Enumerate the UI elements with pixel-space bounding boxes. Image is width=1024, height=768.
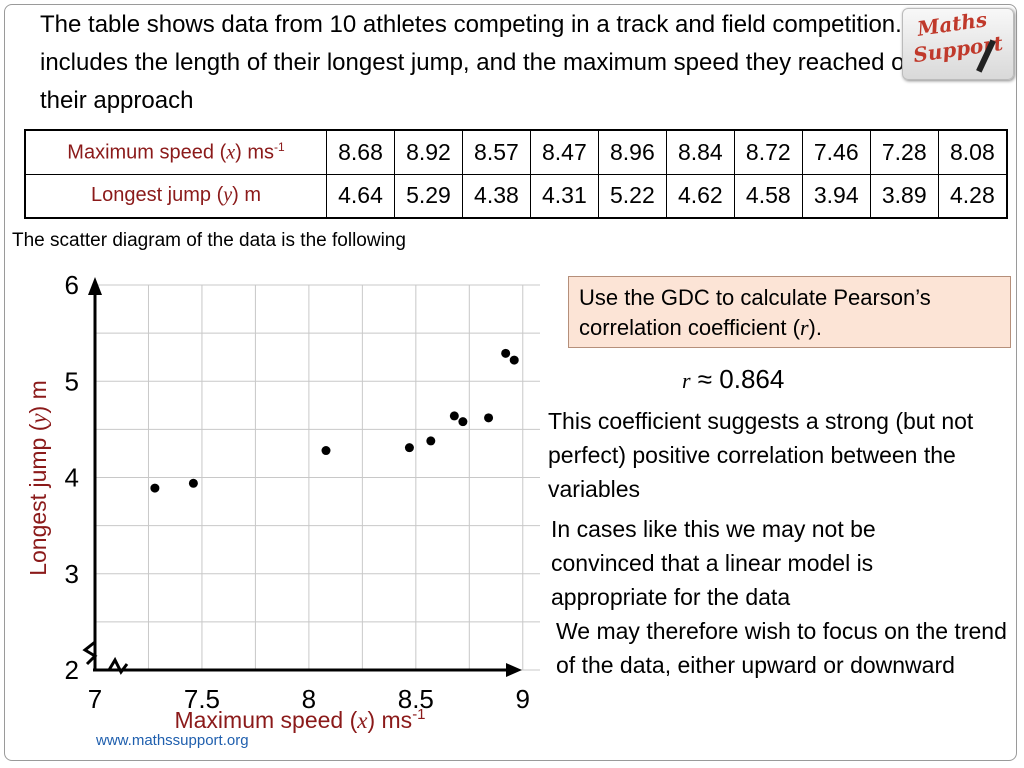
y-tick-label: 4 <box>65 463 79 493</box>
jump-cell: 5.22 <box>597 173 667 219</box>
jump-cell: 4.28 <box>937 173 1008 219</box>
x-tick-label: 9 <box>516 684 530 714</box>
speed-cell: 8.84 <box>665 129 735 175</box>
jump-cell: 3.94 <box>801 173 871 219</box>
x-tick-label: 8.5 <box>398 684 434 714</box>
y-tick-label: 6 <box>65 270 79 300</box>
jump-cell: 4.58 <box>733 173 803 219</box>
jump-cell: 4.31 <box>529 173 599 219</box>
data-point <box>449 411 459 421</box>
jump-cell: 4.64 <box>326 173 395 219</box>
data-point <box>426 436 436 446</box>
y-tick-label: 5 <box>65 366 79 396</box>
speed-cell: 8.68 <box>326 129 395 175</box>
y-axis-break <box>82 640 98 666</box>
speed-cell: 8.92 <box>393 129 463 175</box>
jump-cell: 4.62 <box>665 173 735 219</box>
gdc-instruction-box: Use the GDC to calculate Pearson’s corre… <box>568 276 1011 348</box>
scatter-intro-text: The scatter diagram of the data is the f… <box>12 230 406 251</box>
data-point <box>509 355 519 365</box>
slide-frame <box>4 4 1017 761</box>
chart-axes <box>82 277 522 677</box>
x-tick-label: 8 <box>302 684 316 714</box>
y-axis-arrow <box>88 277 102 295</box>
data-table: Maximum speed (x) ms-1 8.68 8.92 8.57 8.… <box>24 129 1008 219</box>
chart-grid <box>94 284 540 671</box>
chart-tick-labels: 7 7.5 8 8.5 9 2 3 4 5 6 <box>65 270 530 714</box>
speed-row: Maximum speed (x) ms-1 8.68 8.92 8.57 8.… <box>24 129 1008 175</box>
x-tick-label: 7 <box>88 684 102 714</box>
jump-cell: 4.38 <box>461 173 531 219</box>
data-point <box>321 446 331 456</box>
speed-cell: 8.08 <box>937 129 1008 175</box>
r-value: r ≈ 0.864 <box>682 364 785 394</box>
footer-url: www.mathssupport.org <box>96 732 249 749</box>
x-axis-break <box>107 656 129 675</box>
linear-model-note: In cases like this we may not be convinc… <box>551 516 876 610</box>
chart-points <box>150 348 519 493</box>
maths-support-logo: Maths Support <box>902 8 1014 80</box>
y-tick-label: 3 <box>65 559 79 589</box>
data-point <box>188 478 198 488</box>
data-point <box>484 413 494 423</box>
y-axis-label: Longest jump (y) m <box>25 380 51 576</box>
speed-cell: 7.46 <box>801 129 871 175</box>
speed-cell: 8.96 <box>597 129 667 175</box>
jump-cell: 5.29 <box>393 173 463 219</box>
jump-cell: 3.89 <box>869 173 939 219</box>
speed-cell: 8.47 <box>529 129 599 175</box>
y-tick-label: 2 <box>65 655 79 685</box>
data-point <box>501 348 511 358</box>
trend-note: We may therefore wish to focus on the tr… <box>556 618 1007 678</box>
intro-text: The table shows data from 10 athletes co… <box>40 11 922 114</box>
correlation-explanation: This coefficient suggests a strong (but … <box>548 408 974 502</box>
x-tick-label: 7.5 <box>184 684 220 714</box>
x-axis-arrow <box>506 663 522 677</box>
speed-cell: 7.28 <box>869 129 939 175</box>
data-point <box>458 417 468 427</box>
speed-cell: 8.72 <box>733 129 803 175</box>
data-point <box>404 443 414 453</box>
scatter-chart: 7 7.5 8 8.5 9 2 3 4 5 6 Maximum speed (x) ms-1 Lo… <box>25 270 540 733</box>
speed-cell: 8.57 <box>461 129 531 175</box>
speed-row-header: Maximum speed (x) ms-1 <box>24 129 327 175</box>
x-axis-label: Maximum speed (x) ms-1 <box>174 706 425 733</box>
jump-row-header: Longest jump (y) m <box>24 173 327 219</box>
jump-row: Longest jump (y) m 4.64 5.29 4.38 4.31 5… <box>24 173 1008 219</box>
data-point <box>150 483 160 493</box>
